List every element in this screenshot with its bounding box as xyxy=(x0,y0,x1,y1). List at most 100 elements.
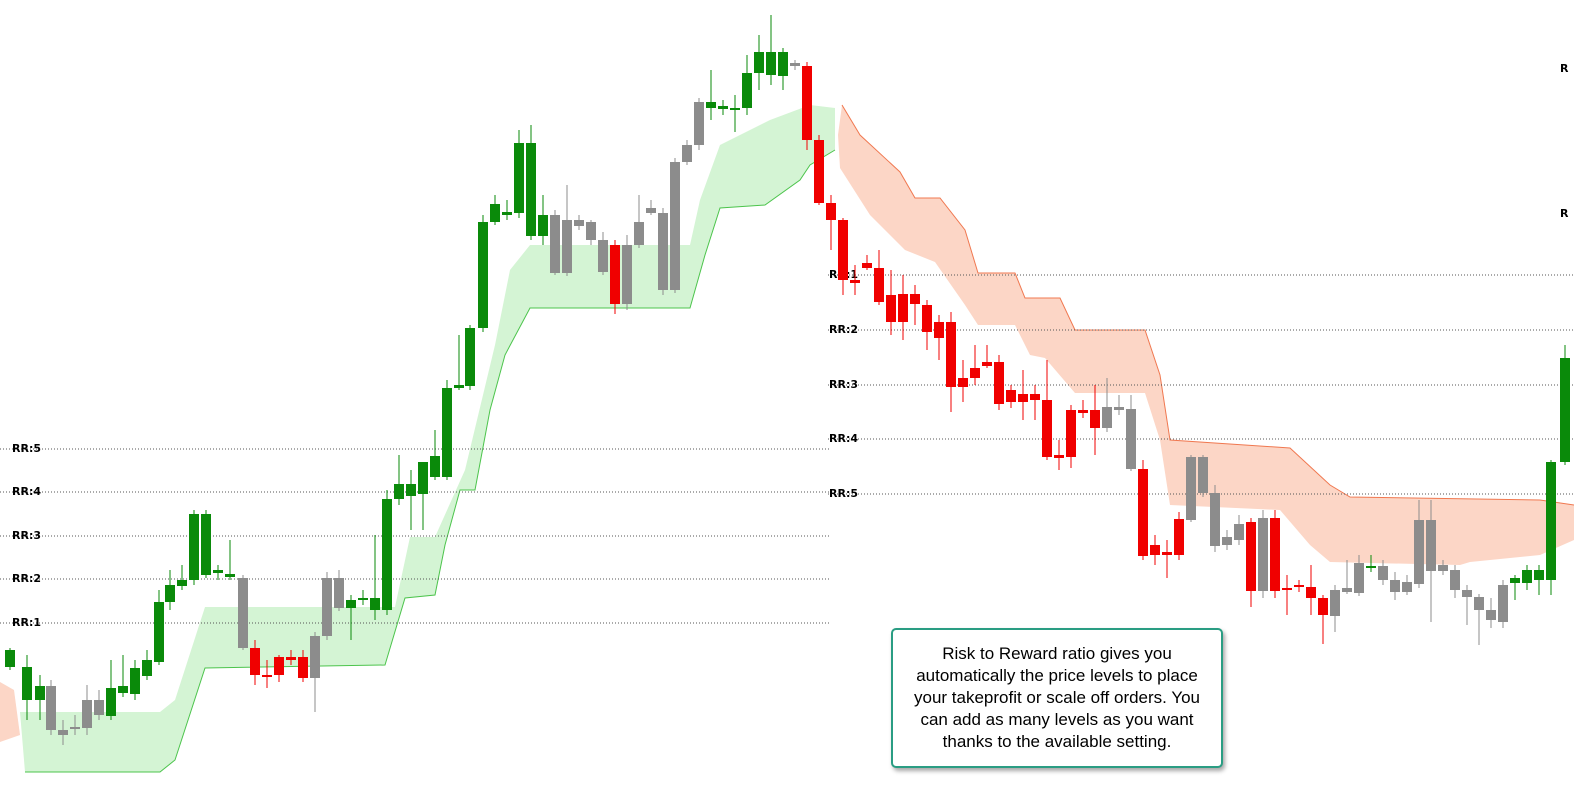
candle-body xyxy=(766,52,776,75)
level-label: RR:3 xyxy=(12,529,41,542)
candle-body xyxy=(465,328,475,386)
candle-body xyxy=(502,212,512,215)
candle-body xyxy=(1018,394,1028,402)
red-band-edge xyxy=(841,104,1574,506)
candle-body xyxy=(994,362,1004,404)
annotation-text: Risk to Reward ratio gives you automatic… xyxy=(913,644,1201,751)
candle-body xyxy=(1426,520,1436,571)
candle-body xyxy=(826,203,836,220)
candle-body xyxy=(934,322,944,338)
candle-body xyxy=(382,499,392,610)
candle-body xyxy=(1186,457,1196,520)
candle-body xyxy=(1030,394,1040,400)
candle-body xyxy=(262,675,272,677)
candle-body xyxy=(562,220,572,273)
candle-body xyxy=(790,63,800,66)
candle-body xyxy=(1114,407,1124,410)
candle-body xyxy=(286,657,296,660)
candle-body xyxy=(1342,588,1352,592)
candle-body xyxy=(970,368,980,378)
candle-body xyxy=(154,602,164,662)
candle-body xyxy=(46,686,56,730)
candle-body xyxy=(394,484,404,499)
candle-body xyxy=(1222,537,1232,545)
candle-body xyxy=(670,162,680,290)
candle-body xyxy=(730,108,740,110)
candle-body xyxy=(1282,588,1292,590)
candle-body xyxy=(1306,587,1316,598)
candle-body xyxy=(598,240,608,272)
edge-label: R xyxy=(1560,207,1569,220)
candle-body xyxy=(1054,455,1064,458)
candle-body xyxy=(1042,400,1052,457)
candle-body xyxy=(213,570,223,573)
candle-body xyxy=(1450,570,1460,590)
candle-body xyxy=(1354,563,1364,593)
candle-body xyxy=(358,598,368,600)
candle-body xyxy=(478,222,488,328)
candle-body xyxy=(1066,410,1076,457)
candle-body xyxy=(958,378,968,387)
candle-body xyxy=(189,514,199,580)
candle-body xyxy=(1210,493,1220,546)
candle-body xyxy=(1150,545,1160,555)
candle-body xyxy=(1330,590,1340,616)
candle-body xyxy=(454,385,464,388)
candle-body xyxy=(5,650,15,667)
candle-body xyxy=(1162,552,1172,555)
candle-body xyxy=(742,73,752,108)
candle-body xyxy=(1234,524,1244,540)
candle-body xyxy=(610,245,620,304)
candle-body xyxy=(682,145,692,162)
candle-body xyxy=(370,598,380,610)
candle-body xyxy=(1174,519,1184,555)
candle-body xyxy=(334,578,344,608)
candle-body xyxy=(1378,566,1388,580)
level-label: RR:4 xyxy=(829,432,858,445)
candle-body xyxy=(646,208,656,213)
candle-body xyxy=(442,388,452,477)
candle-body xyxy=(874,268,884,302)
candle-body xyxy=(1534,570,1544,580)
candle-body xyxy=(814,140,824,203)
candle-body xyxy=(418,462,428,494)
candle-body xyxy=(850,280,860,283)
level-label: RR:2 xyxy=(829,323,858,336)
candle-body xyxy=(1258,518,1268,591)
candle-body xyxy=(201,514,211,575)
candle-body xyxy=(754,52,764,73)
level-label: RR:1 xyxy=(12,616,41,629)
candle-body xyxy=(1390,580,1400,592)
candle-body xyxy=(574,220,584,226)
candle-body xyxy=(1270,518,1280,591)
candle-body xyxy=(106,688,116,716)
green-band-edge xyxy=(25,149,836,773)
candle-body xyxy=(250,648,260,675)
candle-body xyxy=(1294,585,1304,587)
candle-body xyxy=(274,657,284,675)
edge-label: R xyxy=(1560,62,1569,75)
candle-body xyxy=(70,727,80,729)
candle-body xyxy=(1560,358,1570,462)
candle-body xyxy=(406,484,416,496)
candle-body xyxy=(1246,522,1256,591)
candle-body xyxy=(778,52,788,76)
candle-body xyxy=(550,215,560,273)
candle-body xyxy=(1102,407,1112,428)
candle-body xyxy=(1522,570,1532,583)
candle-body xyxy=(22,667,32,700)
candle-body xyxy=(1366,566,1376,568)
candle-body xyxy=(1318,598,1328,615)
candle-body xyxy=(706,102,716,108)
candle-body xyxy=(1438,565,1448,571)
candle-body xyxy=(1510,578,1520,583)
candle-body xyxy=(1414,520,1424,584)
red-band-left xyxy=(0,682,20,742)
candle-body xyxy=(694,102,704,145)
candle-body xyxy=(165,585,175,602)
candle-body xyxy=(862,263,872,268)
candle-body xyxy=(802,66,812,140)
candle-body xyxy=(526,143,536,236)
candle-body xyxy=(177,580,187,586)
